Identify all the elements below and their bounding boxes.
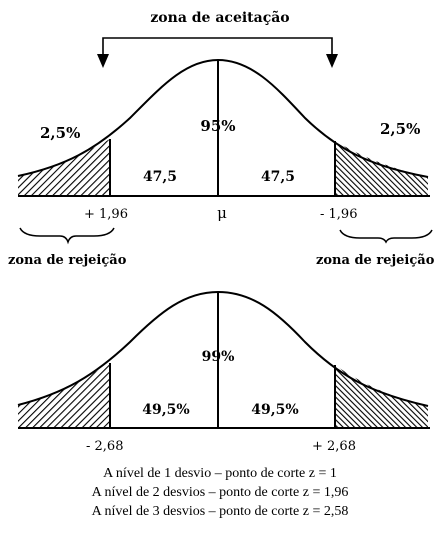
area-left-label: 47,5 [143,169,177,185]
pct-center: 95% [200,117,235,135]
top-diagram: zona de aceitação 2,5% 95% 2,5% 47,5 47,… [8,9,435,268]
right-rejection-area [335,141,428,196]
note-line-3: A nível de 3 desvios – ponto de corte z … [92,504,349,519]
rejection-zone-right-label: zona de rejeição [316,253,435,268]
rejection-zone-left-label: zona de rejeição [8,253,127,268]
acceptance-bracket [102,37,333,56]
tick-right-label-bottom: + 2,68 [312,439,356,454]
rejection-brace-left [19,227,115,245]
tick-left-label-bottom: - 2,68 [86,439,123,454]
pct-left-tail: 2,5% [40,124,80,142]
bottom-diagram: 99% 49,5% 49,5% - 2,68 + 2,68 [17,290,430,454]
note-line-2: A nível de 2 desvios – ponto de corte z … [92,485,349,500]
mu-label: μ [217,204,227,222]
tick-right-label: - 1,96 [320,207,357,222]
acceptance-arrow-right [326,54,338,68]
tick-left-label: + 1,96 [84,207,128,222]
acceptance-arrow-left [97,54,109,68]
area-right-label: 47,5 [261,169,295,185]
left-rejection-area [18,139,110,196]
pct-right-tail: 2,5% [380,120,420,138]
rejection-brace-right [339,229,433,244]
acceptance-zone-label: zona de aceitação [150,9,289,26]
right-rejection-area-bottom [335,365,428,428]
left-rejection-area-bottom [18,363,110,428]
pct-center-bottom: 99% [202,349,235,365]
note-line-1: A nível de 1 desvio – ponto de corte z =… [103,466,337,481]
cutoff-notes: A nível de 1 desvio – ponto de corte z =… [92,466,349,519]
area-left-label-bottom: 49,5% [142,402,189,418]
area-right-label-bottom: 49,5% [251,402,298,418]
